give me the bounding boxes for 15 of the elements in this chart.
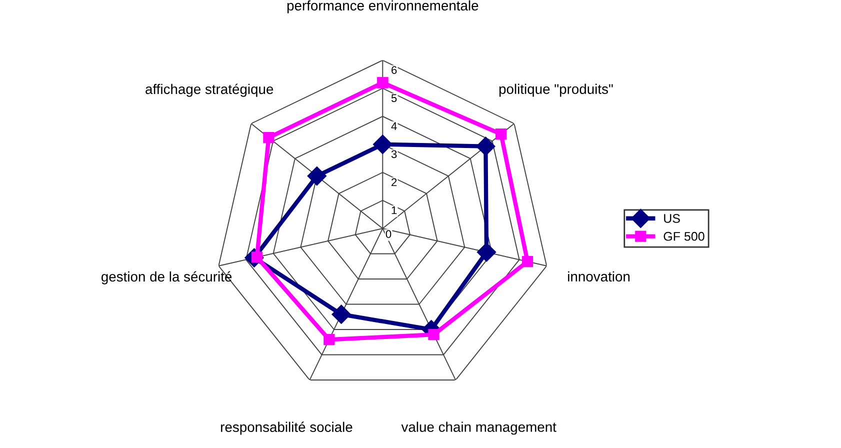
y-tick-label: 2 <box>392 178 397 186</box>
y-tick-label: 4 <box>391 122 397 130</box>
y-tick-label: 3 <box>391 150 397 158</box>
spoke-label: politique "produits" <box>499 84 613 97</box>
y-tick-label: 6 <box>392 66 397 74</box>
y-tick-label: 1 <box>392 206 397 214</box>
spoke-label: value chain management <box>401 422 556 435</box>
legend-label: GF 500 <box>664 232 704 241</box>
legend-label: US <box>664 214 680 223</box>
y-tick-label: 5 <box>391 94 397 102</box>
y-tick-label: 0 <box>386 230 392 238</box>
spoke-label: affichage stratégique <box>146 84 274 97</box>
spoke-label: responsabilité sociale <box>221 422 352 435</box>
spoke-label: performance environnementale <box>287 0 478 14</box>
spoke-label: innovation <box>568 271 630 282</box>
